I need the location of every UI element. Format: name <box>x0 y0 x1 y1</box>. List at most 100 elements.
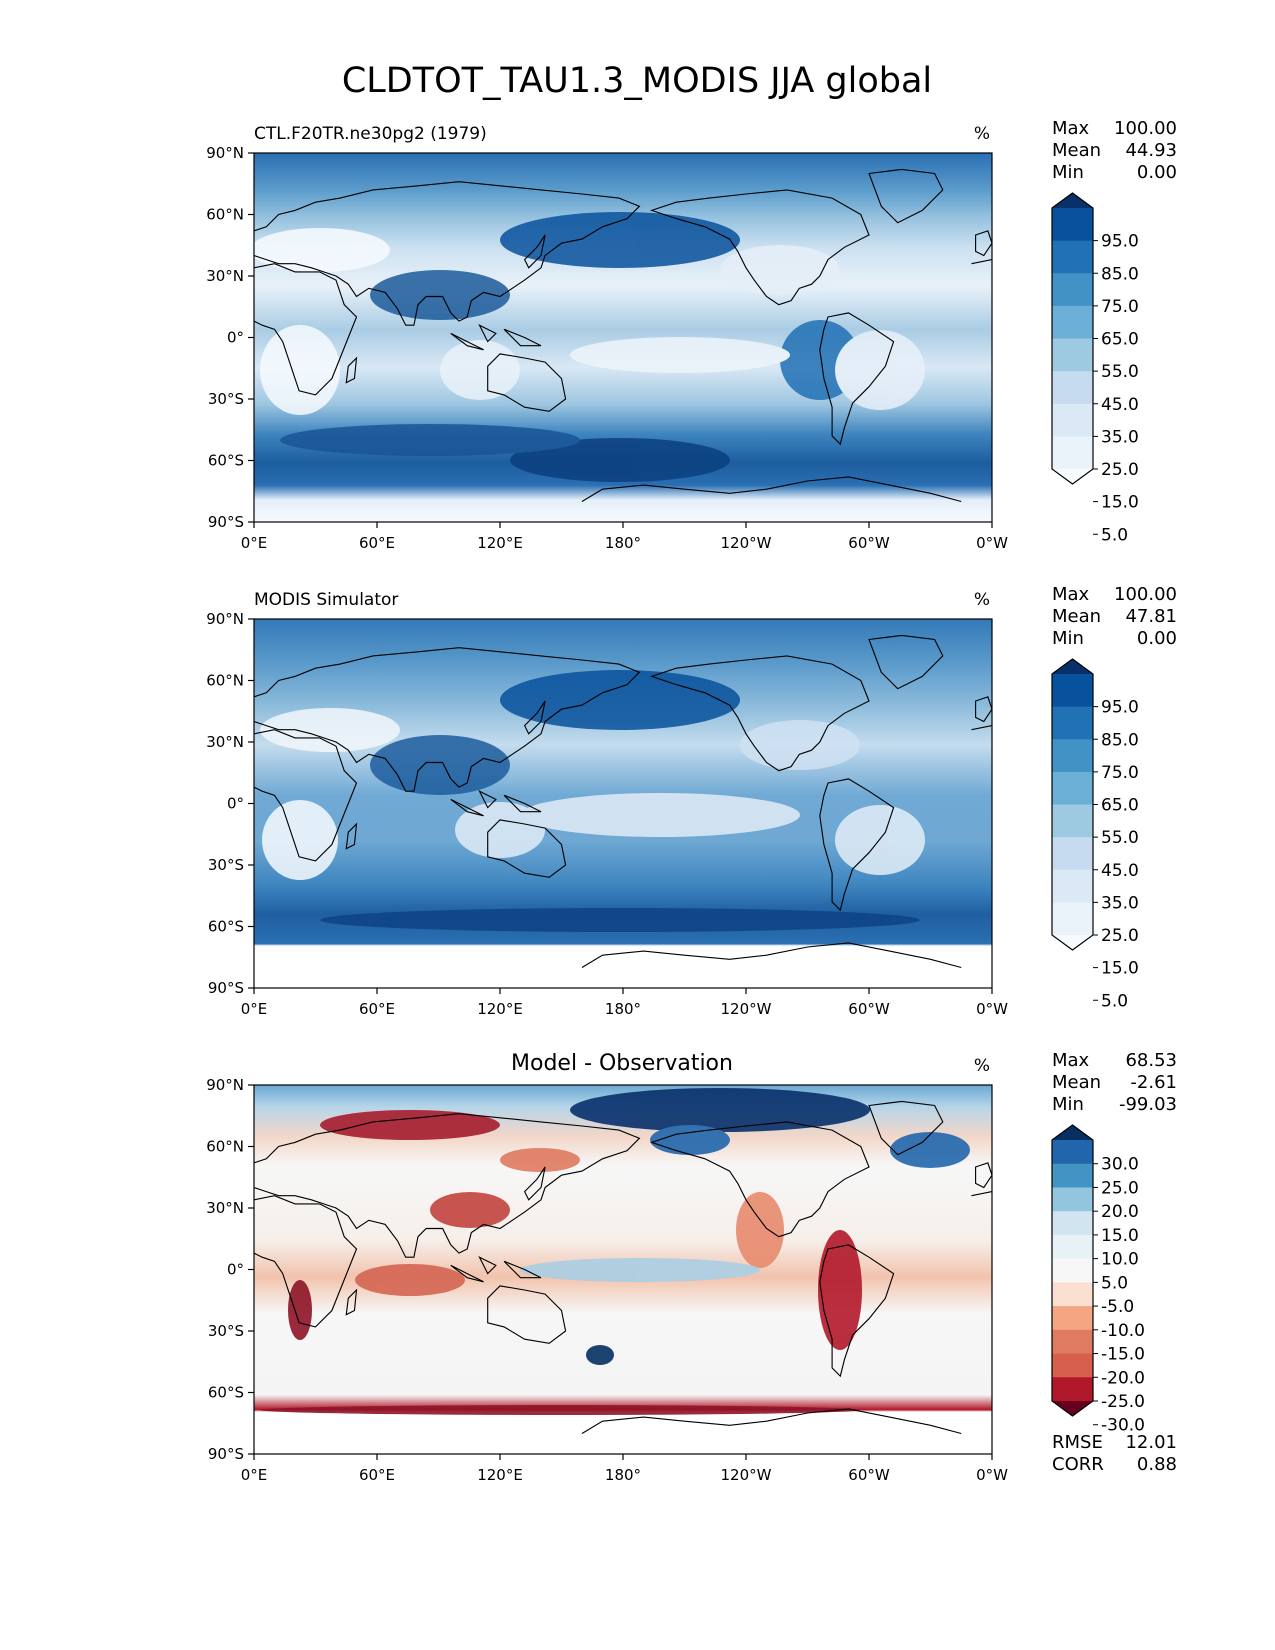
panel-units: % <box>974 124 990 144</box>
y-tick-label: 90°S <box>208 513 244 531</box>
colorbar-tick-label: 45.0 <box>1101 861 1139 881</box>
colorbar-tick-label: 95.0 <box>1101 232 1139 252</box>
colorbar: 95.0 85.0 75.0 65.0 55.0 45.0 35.0 25.0 15.0 5.0 <box>1051 658 1139 1011</box>
x-tick-label: 180° <box>605 1000 641 1018</box>
x-tick-label: 120°W <box>721 1000 772 1018</box>
colorbar-tick-label: 25.0 <box>1101 1178 1139 1198</box>
colorbar-tick-label: 65.0 <box>1101 796 1139 816</box>
colorbar-swatch <box>1052 1187 1093 1212</box>
x-tick-label: 60°W <box>848 534 890 552</box>
stat-label-min: Min <box>1052 628 1084 649</box>
colorbar-swatch <box>1052 403 1093 437</box>
stat-value-min: 0.00 <box>1137 628 1177 649</box>
colorbar-swatch <box>1052 338 1093 372</box>
x-tick-label: 180° <box>605 534 641 552</box>
y-tick-label: 30°N <box>206 1199 244 1217</box>
colorbar-swatch <box>1052 436 1093 470</box>
stat-value-min: -99.03 <box>1119 1094 1177 1115</box>
y-tick-label: 30°S <box>208 856 244 874</box>
colorbar-extend-top <box>1052 193 1093 208</box>
colorbar-swatch <box>1052 1211 1093 1236</box>
colorbar-swatch <box>1052 902 1093 936</box>
colorbar-tick-label: 15.0 <box>1101 959 1139 979</box>
stat-value-mean: 47.81 <box>1125 606 1177 627</box>
y-tick-label: 90°S <box>208 979 244 997</box>
colorbar-tick-label: 85.0 <box>1101 730 1139 750</box>
stat-label-mean: Mean <box>1052 1072 1101 1093</box>
stat-label-min: Min <box>1052 1094 1084 1115</box>
colorbar-swatch <box>1052 1329 1093 1355</box>
panel-units: % <box>974 590 990 610</box>
stat-value-min: 0.00 <box>1137 162 1177 183</box>
stat-value-max: 68.53 <box>1125 1050 1177 1071</box>
y-tick-label: 30°S <box>208 390 244 408</box>
colorbar-tick-label: 95.0 <box>1101 698 1139 718</box>
x-tick-label: 60°E <box>359 1466 395 1484</box>
x-tick-label: 120°E <box>477 1000 523 1018</box>
colorbar-swatch <box>1052 1282 1093 1307</box>
colorbar-extend-bottom <box>1052 469 1093 484</box>
stat-label-mean: Mean <box>1052 140 1101 161</box>
colorbar: 95.0 85.0 75.0 65.0 55.0 45.0 35.0 25.0 15.0 5.0 <box>1051 192 1139 545</box>
x-tick-label: 120°W <box>721 534 772 552</box>
colorbar-swatch <box>1052 1140 1093 1165</box>
y-tick-label: 90°N <box>206 610 244 628</box>
colorbar-swatch <box>1052 739 1093 773</box>
x-tick-label: 120°E <box>477 534 523 552</box>
colorbar-swatch <box>1052 674 1093 708</box>
colorbar-tick-label: 15.0 <box>1101 493 1139 513</box>
stat-value-rmse: 12.01 <box>1125 1432 1177 1453</box>
y-tick-label: 30°N <box>206 267 244 285</box>
colorbar-tick-label: 85.0 <box>1101 264 1139 284</box>
y-tick-label: 0° <box>227 329 244 347</box>
colorbar-swatch <box>1052 1234 1093 1260</box>
y-tick-label: 30°N <box>206 733 244 751</box>
colorbar-tick-label: 25.0 <box>1101 926 1139 946</box>
colorbar-tick-label: 15.0 <box>1101 1226 1139 1246</box>
y-tick-label: 60°N <box>206 1138 244 1156</box>
x-tick-label: 120°W <box>721 1466 772 1484</box>
stat-value-corr: 0.88 <box>1137 1454 1177 1475</box>
stat-label-max: Max <box>1052 118 1090 139</box>
y-tick-label: 60°S <box>208 1384 244 1402</box>
colorbar-swatch <box>1052 273 1093 307</box>
x-tick-label: 0°W <box>976 1000 1008 1018</box>
colorbar-tick-label: 5.0 <box>1101 1273 1128 1293</box>
x-tick-label: 60°E <box>359 1000 395 1018</box>
colorbar-extend-top <box>1052 1125 1093 1140</box>
colorbar-tick-label: 55.0 <box>1101 362 1139 382</box>
x-tick-label: 0°E <box>241 1466 268 1484</box>
colorbar-swatch <box>1052 804 1093 838</box>
x-tick-label: 60°E <box>359 534 395 552</box>
colorbar-extend-top <box>1052 659 1093 674</box>
stat-label-max: Max <box>1052 1050 1090 1071</box>
colorbar-tick-label: 55.0 <box>1101 828 1139 848</box>
y-tick-label: 60°S <box>208 918 244 936</box>
colorbar-tick-label: 20.0 <box>1101 1202 1139 1222</box>
panel-units: % <box>974 1056 990 1076</box>
colorbar-swatch <box>1052 837 1093 871</box>
colorbar-tick-label: 35.0 <box>1101 893 1139 913</box>
colorbar-tick-label: -30.0 <box>1101 1416 1145 1436</box>
colorbar-tick-label: 35.0 <box>1101 427 1139 447</box>
colorbar-swatch <box>1052 240 1093 274</box>
colorbar-tick-label: 75.0 <box>1101 763 1139 783</box>
stat-value-mean: 44.93 <box>1125 140 1177 161</box>
panel-title-left: MODIS Simulator <box>254 590 398 610</box>
stat-value-max: 100.00 <box>1114 118 1177 139</box>
colorbar-tick-label: -10.0 <box>1101 1321 1145 1341</box>
colorbar: 30.0 25.0 20.0 15.0 10.0 5.0 -5.0 -10.0 -15.0 -20… <box>1051 1124 1145 1436</box>
colorbar-swatch <box>1052 208 1093 242</box>
x-tick-label: 0°W <box>976 1466 1008 1484</box>
panel-model: CTL.F20TR.ne30pg2 (1979) % 0°E 60°E 12 <box>206 124 1008 552</box>
colorbar-swatch <box>1052 1306 1093 1331</box>
colorbar-swatch <box>1052 1258 1093 1283</box>
x-tick-label: 120°E <box>477 1466 523 1484</box>
colorbar-extend-bottom <box>1052 935 1093 950</box>
panel-difference: Model - Observation % 0°E 60°E 1 <box>206 1051 1008 1484</box>
colorbar-swatch <box>1052 1353 1093 1378</box>
panel-observation: MODIS Simulator % 0°E 60°E 120°E 180° 120°W 6… <box>206 590 1008 1018</box>
colorbar-swatch <box>1052 1163 1093 1189</box>
x-tick-label: 60°W <box>848 1000 890 1018</box>
